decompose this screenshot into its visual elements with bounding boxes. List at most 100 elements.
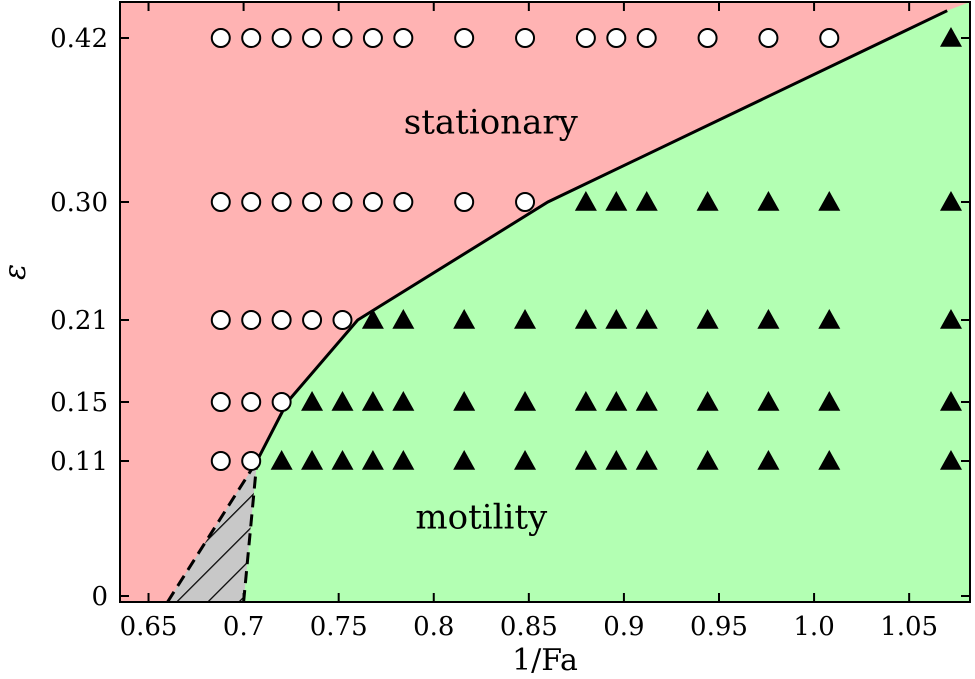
stationary-point [302, 192, 323, 212]
motility-point [757, 450, 780, 470]
motility-point [392, 450, 415, 470]
motility-point [574, 191, 597, 211]
motility-point [818, 309, 841, 329]
motility-point [635, 191, 658, 211]
motility-point [696, 309, 719, 329]
motility-point [635, 450, 658, 470]
stationary-point [241, 28, 262, 48]
motility-point [453, 309, 476, 329]
x-tick-label: 0.85 [500, 612, 558, 642]
stationary-point [393, 192, 414, 212]
x-tick-label: 1.0 [793, 612, 834, 642]
phase-boundary-dashed [242, 460, 259, 602]
boundary-layer [166, 9, 948, 602]
motility-point [361, 450, 384, 470]
motility-point [301, 391, 324, 411]
y-tick-label: 0.11 [50, 447, 108, 477]
motility-point [574, 309, 597, 329]
y-tick-label: 0.21 [50, 306, 108, 336]
y-tick-label: 0 [91, 582, 108, 612]
motility-point [757, 191, 780, 211]
y-tick-label: 0.15 [50, 388, 108, 418]
stationary-point [210, 28, 231, 48]
motility-point [635, 309, 658, 329]
motility-point [453, 391, 476, 411]
stationary-point [362, 28, 383, 48]
motility-point [361, 309, 384, 329]
motility-point [392, 309, 415, 329]
x-tick-label: 0.65 [120, 612, 178, 642]
stationary-point [271, 310, 292, 330]
stationary-point [819, 28, 840, 48]
x-tick-label: 0.95 [690, 612, 748, 642]
motility-point [270, 450, 293, 470]
stationary-point [302, 310, 323, 330]
stationary-point [241, 310, 262, 330]
stationary-point [758, 28, 779, 48]
markers-layer [210, 27, 962, 471]
stationary-point [332, 310, 353, 330]
motility-point [818, 450, 841, 470]
y-tick-label: 0.42 [50, 24, 108, 54]
labels-layer: stationary motility [404, 103, 579, 538]
stationary-point [210, 192, 231, 212]
stationary-point [636, 28, 657, 48]
stationary-point [606, 28, 627, 48]
motility-point [605, 309, 628, 329]
stationary-point [454, 192, 475, 212]
motility-point [605, 391, 628, 411]
stationary-point [332, 192, 353, 212]
motility-point [939, 27, 962, 47]
stationary-point [241, 192, 262, 212]
motility-point [453, 450, 476, 470]
motility-point [757, 391, 780, 411]
stationary-point [241, 392, 262, 412]
axes-layer: 0.65 0.7 0.75 0.8 0.85 0.9 0.95 1.0 1.05 0 0.11 0.1… [50, 1, 971, 642]
stationary-region-label: stationary [404, 103, 579, 143]
stationary-point [575, 28, 596, 48]
motility-point [331, 450, 354, 470]
stationary-point [210, 392, 231, 412]
stationary-point [271, 28, 292, 48]
stationary-point [271, 192, 292, 212]
motility-point [696, 191, 719, 211]
motility-point [392, 391, 415, 411]
x-axis-label: 1/Fa [512, 643, 578, 678]
x-tick-label: 0.9 [603, 612, 644, 642]
x-tick-label: 0.7 [223, 612, 264, 642]
motility-region-label: motility [415, 498, 548, 538]
motility-point [605, 191, 628, 211]
x-tick-label: 1.05 [880, 612, 938, 642]
stationary-point [515, 28, 536, 48]
motility-region [243, 2, 970, 602]
stationary-point [332, 28, 353, 48]
motility-point [514, 391, 537, 411]
motility-point [514, 450, 537, 470]
motility-point [574, 450, 597, 470]
motility-point [574, 391, 597, 411]
y-axis-label: ε [0, 264, 33, 280]
motility-point [939, 191, 962, 211]
hatch-boundary-dashed [166, 460, 259, 602]
stationary-point [362, 192, 383, 212]
motility-point [514, 309, 537, 329]
stationary-point [271, 392, 292, 412]
stationary-point [302, 28, 323, 48]
motility-point [331, 391, 354, 411]
motility-point [939, 450, 962, 470]
motility-point [301, 450, 324, 470]
motility-point [939, 309, 962, 329]
motility-point [361, 391, 384, 411]
motility-point [939, 391, 962, 411]
stationary-point [210, 310, 231, 330]
motility-point [635, 391, 658, 411]
stationary-point [697, 28, 718, 48]
motility-point [696, 391, 719, 411]
motility-point [818, 191, 841, 211]
motility-point [605, 450, 628, 470]
stationary-point [393, 28, 414, 48]
motility-point [757, 309, 780, 329]
stationary-point [515, 192, 536, 212]
stationary-point [454, 28, 475, 48]
